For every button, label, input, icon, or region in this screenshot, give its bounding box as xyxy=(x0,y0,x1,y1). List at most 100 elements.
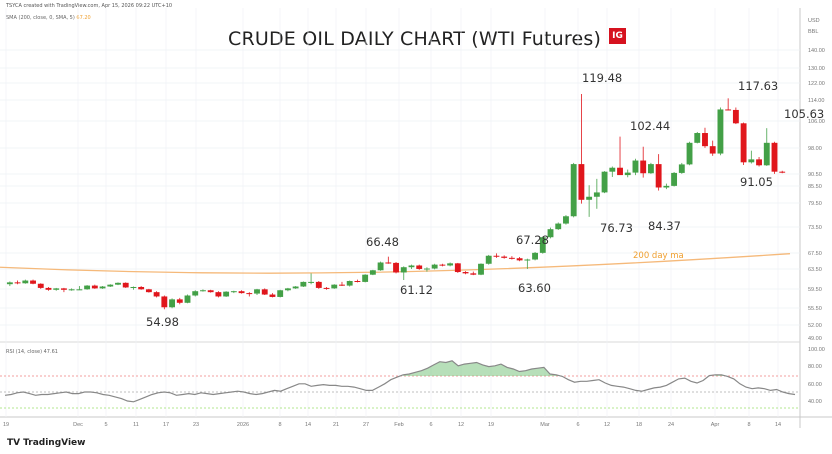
candle-body xyxy=(570,164,577,217)
candle-body xyxy=(37,283,44,288)
candle-body xyxy=(717,109,724,154)
candle-body xyxy=(416,265,423,269)
candle-body xyxy=(300,281,307,287)
candle-body xyxy=(779,171,786,173)
price-tick: 73.50 xyxy=(808,225,822,231)
price-annotation-low: 84.37 xyxy=(648,219,681,233)
price-annotation-high: 119.48 xyxy=(582,71,622,85)
time-tick: 19 xyxy=(3,422,9,428)
candle-body xyxy=(261,289,268,295)
candle-body xyxy=(60,288,67,290)
time-tick: 19 xyxy=(488,422,494,428)
candle-body xyxy=(230,291,237,293)
tradingview-icon: TV xyxy=(7,438,21,448)
time-tick: 23 xyxy=(193,422,199,428)
candle-body xyxy=(771,142,778,172)
candle-body xyxy=(725,109,732,111)
candle-body xyxy=(122,282,129,288)
candle-body xyxy=(145,289,152,293)
candle-body xyxy=(501,256,508,258)
price-tick: 114.00 xyxy=(808,98,824,104)
candle-body xyxy=(346,280,353,286)
candle-body xyxy=(153,292,160,297)
candle-body xyxy=(68,289,75,291)
candle-body xyxy=(694,133,701,143)
candle-body xyxy=(524,259,531,261)
candle-body xyxy=(454,263,461,273)
candle-body xyxy=(200,290,206,292)
price-annotation-low: 63.60 xyxy=(518,281,551,295)
candle-body xyxy=(315,281,322,288)
price-tick: 52.00 xyxy=(808,323,822,329)
candle-body xyxy=(593,192,600,197)
candle-body xyxy=(45,287,52,290)
candle-body xyxy=(470,273,477,275)
candle-body xyxy=(99,286,106,289)
time-tick: 8 xyxy=(747,422,750,428)
candle-body xyxy=(439,264,446,266)
candle-body xyxy=(169,299,175,308)
candle-body xyxy=(393,262,399,273)
time-tick: Feb xyxy=(394,422,403,428)
price-annotation-high: 67.28 xyxy=(516,233,549,247)
rsi-line xyxy=(4,360,796,403)
candle-body xyxy=(53,288,60,290)
price-tick: 90.50 xyxy=(808,172,822,178)
time-tick: 27 xyxy=(363,422,369,428)
price-tick: 130.00 xyxy=(808,66,825,72)
time-tick: 12 xyxy=(458,422,464,428)
rsi-tick: 80.00 xyxy=(808,364,822,370)
candle-body xyxy=(91,285,98,289)
candle-body xyxy=(354,280,361,282)
time-tick: 6 xyxy=(429,422,432,428)
candle-body xyxy=(161,296,168,308)
candle-body xyxy=(678,164,685,173)
candle-body xyxy=(339,284,345,286)
price-tick: 140.00 xyxy=(808,48,825,54)
candle-body xyxy=(462,272,469,274)
candle-body xyxy=(176,299,183,303)
time-tick: Apr xyxy=(711,422,720,428)
price-tick: 67.50 xyxy=(808,251,822,257)
candle-body xyxy=(539,237,546,253)
candle-body xyxy=(578,164,585,200)
candle-body xyxy=(308,281,315,283)
tradingview-logo[interactable]: TV TradingView xyxy=(7,438,85,448)
tradingview-brand: TradingView xyxy=(23,438,86,448)
time-tick: 12 xyxy=(604,422,610,428)
candle-body xyxy=(447,263,454,266)
candle-body xyxy=(632,160,639,173)
time-tick: 5 xyxy=(104,422,107,428)
candle-body xyxy=(586,196,593,200)
candle-body xyxy=(362,274,369,282)
candle-body xyxy=(740,123,747,163)
candle-body xyxy=(292,286,299,289)
candle-body xyxy=(516,258,523,261)
candle-body xyxy=(385,262,392,264)
candle-body xyxy=(640,160,647,174)
price-tick: 98.00 xyxy=(808,146,822,152)
candle-body xyxy=(84,285,91,290)
rsi-tick: 100.00 xyxy=(808,347,825,353)
candle-body xyxy=(601,171,608,193)
price-tick: 63.50 xyxy=(808,267,822,273)
sma-indicator-label: SMA (200, close, 0, SMA, 5) 67.20 xyxy=(6,15,91,21)
candle-body xyxy=(138,286,145,290)
ma-label: 200 day ma xyxy=(633,251,684,261)
candle-body xyxy=(115,282,121,285)
rsi-overbought-fill xyxy=(403,360,728,376)
candle-body xyxy=(76,289,83,291)
time-tick: 11 xyxy=(133,422,139,428)
unit-label: BBL xyxy=(808,29,818,35)
time-tick: Dec xyxy=(73,422,83,428)
candle-body xyxy=(493,255,500,257)
chart-title: CRUDE OIL DAILY CHART (WTI Futures) xyxy=(228,28,602,50)
time-tick: Mar xyxy=(540,422,550,428)
time-tick: 8 xyxy=(278,422,281,428)
price-tick: 106.00 xyxy=(808,119,825,125)
candle-body xyxy=(563,216,569,224)
candle-body xyxy=(647,164,654,174)
price-tick: 49.00 xyxy=(808,336,822,342)
candle-body xyxy=(547,229,554,238)
